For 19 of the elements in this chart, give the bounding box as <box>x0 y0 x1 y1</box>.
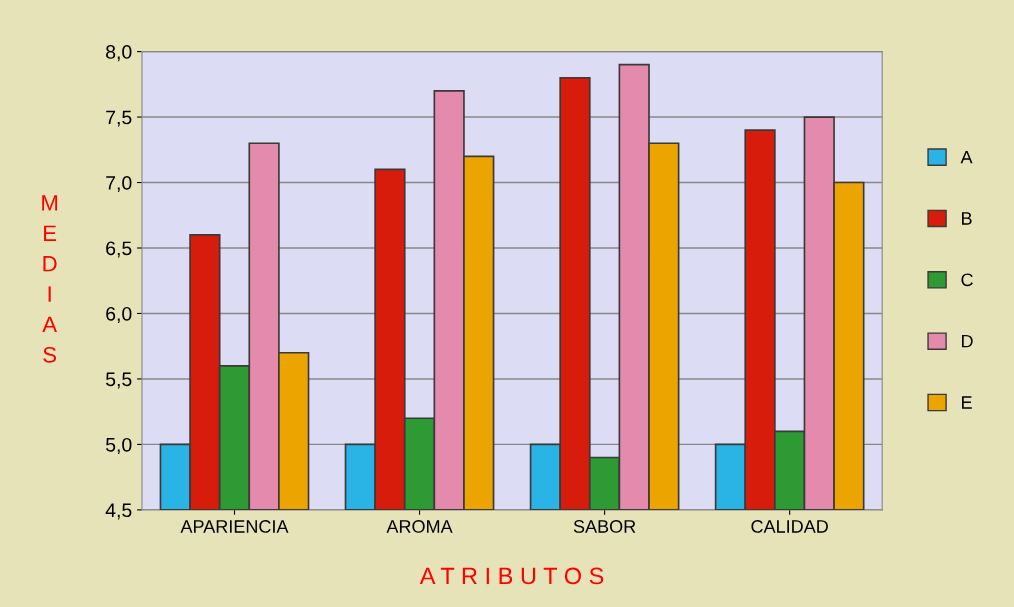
x-axis-title: A T R I B U T O S <box>419 567 604 585</box>
y-axis-title: MEDIAS <box>42 195 58 363</box>
y-tick-label: 7,0 <box>106 176 132 193</box>
legend-label: E <box>962 396 972 409</box>
legend-label: C <box>961 273 973 287</box>
legend-label: D <box>962 334 973 348</box>
y-tick-label: 8,0 <box>106 45 132 62</box>
y-tick-label: 5,0 <box>105 437 132 454</box>
y-tick-label: 5,5 <box>105 372 132 389</box>
x-tick-label: SABOR <box>573 520 636 533</box>
legend-label: B <box>962 212 972 225</box>
x-tick-label: APARIENCIA <box>180 520 289 533</box>
y-tick-label: 7,5 <box>106 110 132 127</box>
legend-label: A <box>960 150 973 164</box>
x-tick-label: CALIDAD <box>751 520 828 533</box>
y-tick-label: 4,5 <box>105 503 132 520</box>
y-tick-label: 6,0 <box>106 306 132 324</box>
x-tick-label: AROMA <box>386 520 453 533</box>
y-tick-label: 6,5 <box>106 241 132 258</box>
